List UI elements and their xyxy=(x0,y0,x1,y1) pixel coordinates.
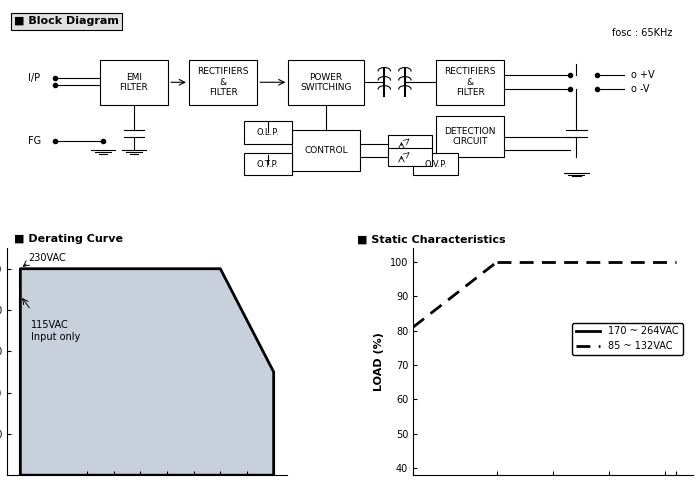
Legend: 170 ~ 264VAC, 85 ~ 132VAC: 170 ~ 264VAC, 85 ~ 132VAC xyxy=(572,323,682,355)
85 ~ 132VAC xyxy=(409,324,417,330)
Text: o +V: o +V xyxy=(631,71,655,81)
Bar xyxy=(388,148,433,166)
Text: O.V.P.: O.V.P. xyxy=(424,159,447,168)
Text: o -V: o -V xyxy=(631,84,650,94)
85 ~ 132VAC xyxy=(493,259,501,265)
FancyBboxPatch shape xyxy=(435,60,504,105)
Text: POWER
SWITCHING: POWER SWITCHING xyxy=(300,72,351,92)
Text: CONTROL: CONTROL xyxy=(304,146,348,155)
Text: RECTIFIERS
&
FILTER: RECTIFIERS & FILTER xyxy=(197,67,248,97)
Text: EMI
FILTER: EMI FILTER xyxy=(120,72,148,92)
FancyBboxPatch shape xyxy=(435,116,504,157)
Bar xyxy=(388,134,433,153)
Text: 115VAC
Input only: 115VAC Input only xyxy=(31,320,80,342)
Text: RECTIFIERS
&
FILTER: RECTIFIERS & FILTER xyxy=(444,67,496,97)
Text: ■ Derating Curve: ■ Derating Curve xyxy=(14,234,123,244)
Text: O.T.P.: O.T.P. xyxy=(257,159,279,168)
FancyBboxPatch shape xyxy=(189,60,258,105)
FancyBboxPatch shape xyxy=(288,60,364,105)
FancyBboxPatch shape xyxy=(244,121,292,144)
Text: fosc : 65KHz: fosc : 65KHz xyxy=(612,28,673,38)
Text: ■ Block Diagram: ■ Block Diagram xyxy=(14,16,119,26)
Polygon shape xyxy=(20,269,274,475)
Text: O.L.P.: O.L.P. xyxy=(256,128,279,137)
FancyBboxPatch shape xyxy=(99,60,168,105)
FancyBboxPatch shape xyxy=(292,130,360,171)
FancyBboxPatch shape xyxy=(414,153,458,175)
Line: 85 ~ 132VAC: 85 ~ 132VAC xyxy=(413,262,497,327)
Text: DETECTION
CIRCUIT: DETECTION CIRCUIT xyxy=(444,127,496,146)
Text: I/P: I/P xyxy=(27,73,40,83)
Text: ■ Static Characteristics: ■ Static Characteristics xyxy=(357,234,505,244)
Y-axis label: LOAD (%): LOAD (%) xyxy=(374,332,384,391)
Text: 230VAC: 230VAC xyxy=(28,252,66,263)
FancyBboxPatch shape xyxy=(244,153,292,175)
Text: FG: FG xyxy=(27,136,41,146)
